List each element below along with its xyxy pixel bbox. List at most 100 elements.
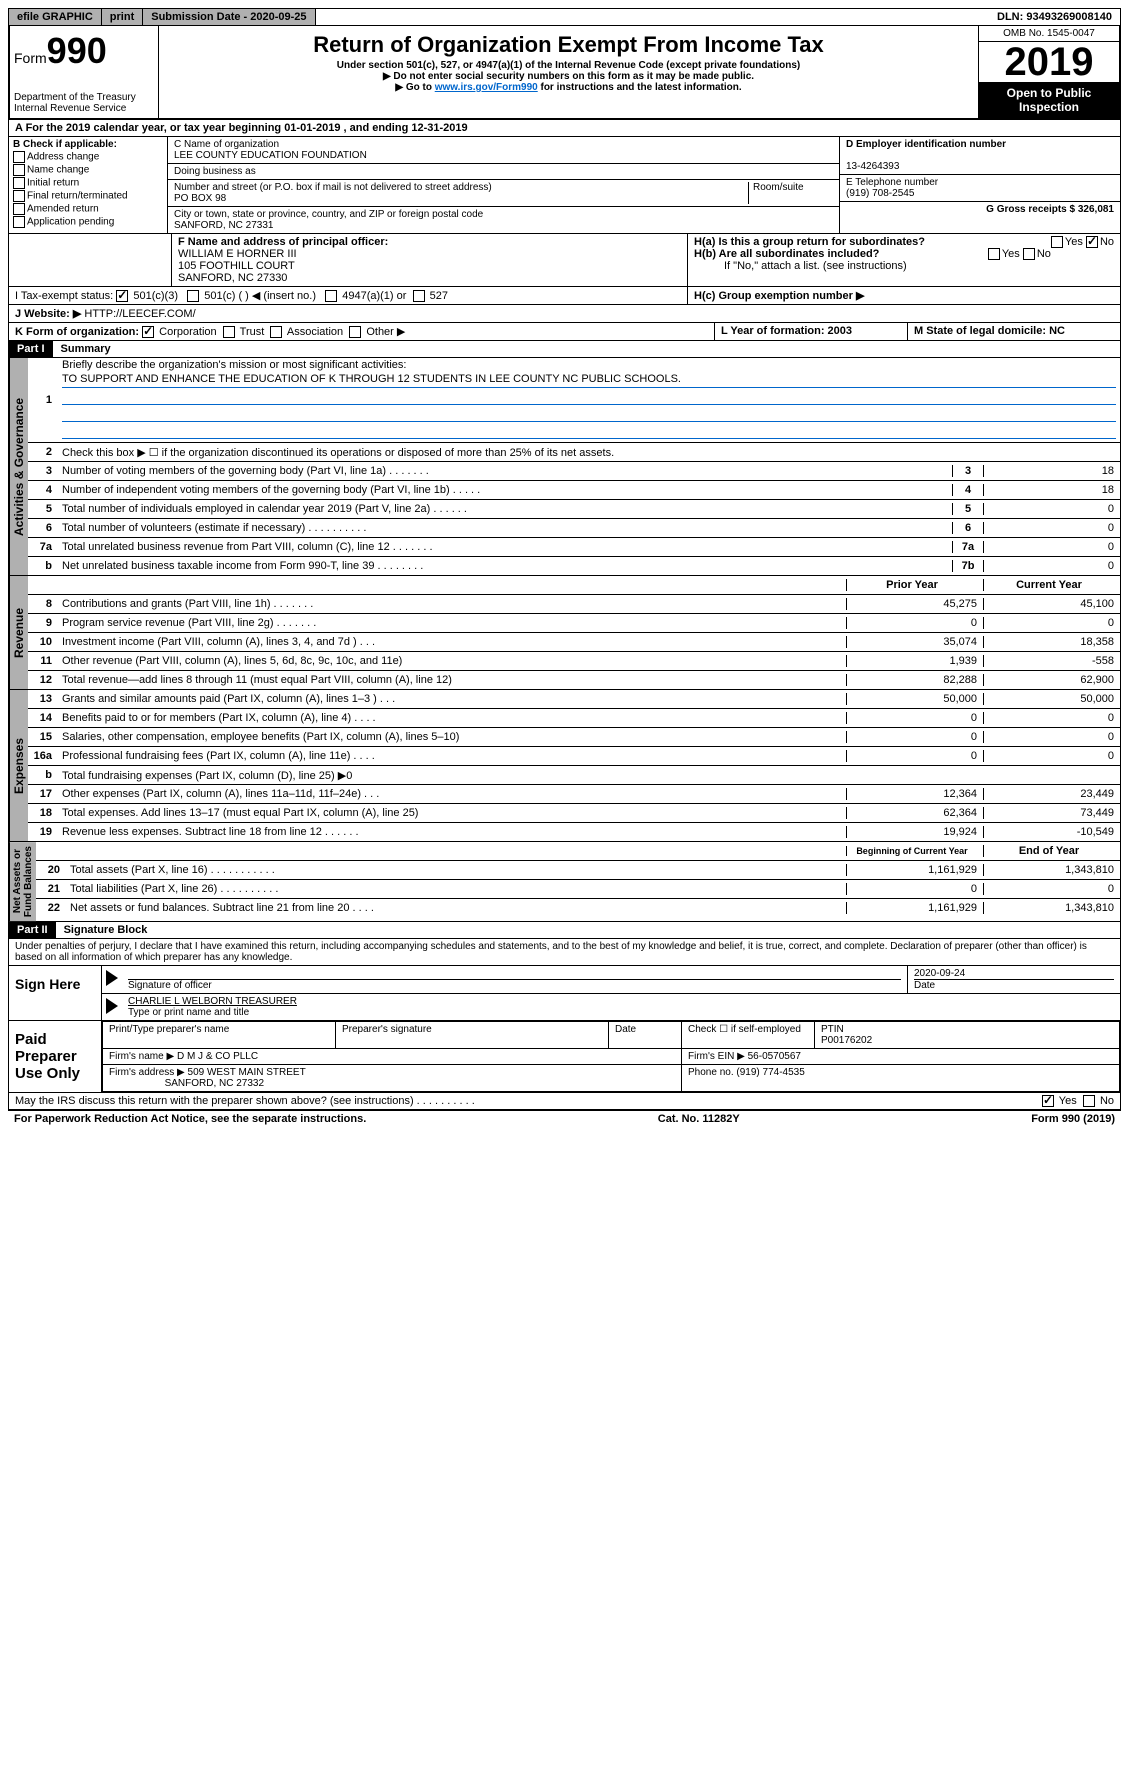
part2-title: Signature Block [56, 922, 156, 938]
phone-label: Phone no. [688, 1067, 734, 1078]
line-row: 8Contributions and grants (Part VIII, li… [28, 595, 1120, 614]
sub3-pre: ▶ Go to [395, 82, 434, 93]
type-name-label: Type or print name and title [128, 1007, 249, 1018]
chk-trust[interactable] [223, 326, 235, 338]
no-label: No [1100, 1095, 1114, 1107]
org-name: LEE COUNTY EDUCATION FOUNDATION [174, 150, 367, 161]
chk-discuss-no[interactable] [1083, 1095, 1095, 1107]
officer-name: WILLIAM E HORNER III [178, 248, 297, 260]
line-row: 6Total number of volunteers (estimate if… [28, 519, 1120, 538]
opt-final[interactable]: Final return/terminated [13, 190, 163, 202]
dept-treasury: Department of the Treasury Internal Reve… [14, 92, 154, 114]
line-row: bNet unrelated business taxable income f… [28, 557, 1120, 575]
open-public-badge: Open to Public Inspection [979, 82, 1119, 118]
ptin-label: PTIN [821, 1024, 844, 1035]
chk-discuss-yes[interactable] [1042, 1095, 1054, 1107]
perjury-text: Under penalties of perjury, I declare th… [8, 939, 1121, 966]
chk-other[interactable] [349, 326, 361, 338]
opt-assoc: Association [287, 326, 343, 338]
no-label: No [1037, 248, 1051, 260]
box-b-label: B Check if applicable: [13, 139, 117, 150]
opt-name-change[interactable]: Name change [13, 164, 163, 176]
hb-note: If "No," attach a list. (see instruction… [694, 260, 1114, 272]
opt-501c: 501(c) ( ) ◀ (insert no.) [204, 290, 316, 302]
hb-label: H(b) Are all subordinates included? [694, 248, 879, 260]
part1-badge: Part I [9, 341, 53, 357]
netassets-section: Net Assets or Fund Balances Beginning of… [8, 842, 1121, 922]
firm-name-label: Firm's name ▶ [109, 1051, 174, 1062]
part2-header: Part II Signature Block [8, 922, 1121, 939]
line-row: 22Net assets or fund balances. Subtract … [36, 899, 1120, 917]
line-row: 14Benefits paid to or for members (Part … [28, 709, 1120, 728]
line-row: 18Total expenses. Add lines 13–17 (must … [28, 804, 1120, 823]
part1-title: Summary [53, 341, 119, 357]
website-url: HTTP://LEECEF.COM/ [84, 308, 195, 320]
opt-501c3: 501(c)(3) [133, 290, 178, 302]
irs-link[interactable]: www.irs.gov/Form990 [435, 82, 538, 93]
box-d: D Employer identification number 13-4264… [840, 137, 1120, 233]
officer-addr1: 105 FOOTHILL COURT [178, 260, 295, 272]
vert-governance: Activities & Governance [9, 358, 28, 575]
sub3-post: for instructions and the latest informat… [538, 82, 742, 93]
print-button[interactable]: print [102, 9, 143, 25]
room-label: Room/suite [748, 182, 833, 204]
part2-badge: Part II [9, 922, 56, 938]
opt-address-change[interactable]: Address change [13, 151, 163, 163]
yes-label: Yes [1065, 236, 1083, 248]
chk-527[interactable] [413, 290, 425, 302]
ha-label: H(a) Is this a group return for subordin… [694, 236, 925, 248]
pra-notice: For Paperwork Reduction Act Notice, see … [14, 1113, 366, 1125]
opt-corp: Corporation [159, 326, 216, 338]
line-row: 3Number of voting members of the governi… [28, 462, 1120, 481]
addr-label: Number and street (or P.O. box if mail i… [174, 182, 492, 193]
chk-501c[interactable] [187, 290, 199, 302]
firm-addr1: 509 WEST MAIN STREET [188, 1067, 306, 1078]
state-domicile: M State of legal domicile: NC [914, 325, 1065, 337]
org-name-label: C Name of organization [174, 139, 279, 150]
line-a: A For the 2019 calendar year, or tax yea… [8, 120, 1121, 137]
form-ref: Form 990 (2019) [1031, 1113, 1115, 1125]
col-current: Current Year [983, 579, 1120, 591]
form-header: Form990 Department of the Treasury Inter… [8, 26, 1121, 120]
chk-assoc[interactable] [270, 326, 282, 338]
sig-officer-label: Signature of officer [128, 979, 901, 991]
line-row: 21Total liabilities (Part X, line 26) . … [36, 880, 1120, 899]
efile-button[interactable]: efile GRAPHIC [9, 9, 102, 25]
firm-addr2: SANFORD, NC 27332 [165, 1078, 264, 1089]
arrow-icon [106, 970, 118, 986]
line-row: 20Total assets (Part X, line 16) . . . .… [36, 861, 1120, 880]
governance-section: Activities & Governance 1 Briefly descri… [8, 358, 1121, 576]
sign-here-label: Sign Here [9, 966, 102, 1020]
chk-corp[interactable] [142, 326, 154, 338]
opt-label: Name change [27, 165, 89, 176]
preparer-table: Print/Type preparer's name Preparer's si… [102, 1021, 1120, 1092]
tel-label: E Telephone number [846, 177, 938, 188]
expenses-section: Expenses 13Grants and similar amounts pa… [8, 690, 1121, 842]
subtitle-1: Under section 501(c), 527, or 4947(a)(1)… [163, 60, 974, 71]
info-grid: B Check if applicable: Address change Na… [8, 137, 1121, 234]
line-row: 13Grants and similar amounts paid (Part … [28, 690, 1120, 709]
discuss-text: May the IRS discuss this return with the… [15, 1095, 475, 1107]
footer: For Paperwork Reduction Act Notice, see … [8, 1110, 1121, 1127]
phone-value: (919) 774-4535 [736, 1067, 804, 1078]
chk-4947[interactable] [325, 290, 337, 302]
submission-date: Submission Date - 2020-09-25 [143, 9, 315, 25]
opt-label: Address change [27, 152, 99, 163]
opt-amended[interactable]: Amended return [13, 203, 163, 215]
row-j: J Website: ▶ HTTP://LEECEF.COM/ [8, 305, 1121, 323]
top-bar: efile GRAPHIC print Submission Date - 20… [8, 8, 1121, 26]
form-990-num: 990 [47, 30, 107, 71]
opt-initial[interactable]: Initial return [13, 177, 163, 189]
firm-ein-label: Firm's EIN ▶ [688, 1051, 745, 1062]
line-row: 12Total revenue—add lines 8 through 11 (… [28, 671, 1120, 689]
vert-revenue: Revenue [9, 576, 28, 689]
line2-text: Check this box ▶ ☐ if the organization d… [58, 445, 1120, 460]
opt-label: Amended return [27, 204, 99, 215]
opt-pending[interactable]: Application pending [13, 216, 163, 228]
city-value: SANFORD, NC 27331 [174, 220, 273, 231]
opt-4947: 4947(a)(1) or [342, 290, 406, 302]
prep-sig-label: Preparer's signature [336, 1022, 609, 1049]
chk-501c3[interactable] [116, 290, 128, 302]
yes-label: Yes [1002, 248, 1020, 260]
self-emp-label: Check ☐ if self-employed [682, 1022, 815, 1049]
